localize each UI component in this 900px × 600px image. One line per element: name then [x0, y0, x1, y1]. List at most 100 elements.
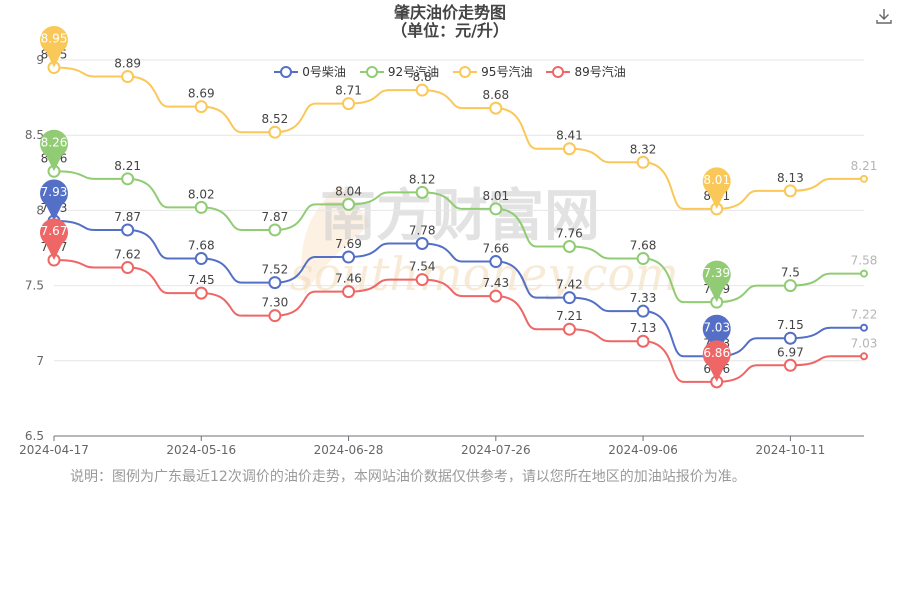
- data-point: [194, 252, 208, 266]
- data-label: 7.22: [851, 308, 878, 322]
- min-pin-4-label: 6.86: [703, 346, 730, 360]
- data-label: 8.68: [482, 88, 509, 102]
- legend-label: 89号汽油: [574, 65, 626, 79]
- data-label: 7.30: [262, 296, 289, 310]
- legend-swatch: [546, 65, 571, 78]
- data-point: [562, 239, 576, 253]
- series-line: [53, 219, 864, 358]
- data-point: [194, 200, 208, 214]
- min-pin-2-shape: [702, 260, 731, 303]
- max-pin-4: 7.67: [40, 218, 69, 261]
- data-point: [268, 223, 282, 237]
- data-point: [268, 309, 282, 323]
- data-point: [783, 358, 797, 372]
- x-tick-label: 2024-07-26: [461, 443, 531, 457]
- series-4: 7.677.627.457.307.467.547.437.217.136.86…: [41, 240, 878, 389]
- data-label: 8.01: [482, 189, 509, 203]
- data-label: 8.02: [188, 187, 215, 201]
- y-tick-label: 7.5: [25, 279, 44, 293]
- data-label: 8.12: [409, 172, 436, 186]
- legend-swatch: [453, 65, 478, 78]
- x-tick-label: 2024-04-17: [19, 443, 89, 457]
- max-pin-1-label: 7.93: [41, 185, 68, 199]
- min-pin-4-shape: [702, 340, 731, 382]
- legend-item-2[interactable]: 92号汽油: [359, 63, 440, 80]
- y-tick-label: 6.5: [25, 429, 44, 443]
- data-point: [489, 101, 503, 115]
- data-label: 7.78: [409, 223, 436, 237]
- chart-title-main: 肇庆油价走势图: [393, 3, 506, 22]
- data-label: 7.03: [851, 336, 878, 350]
- max-pin-2-shape: [40, 129, 69, 172]
- legend-item-1[interactable]: 0号柴油: [274, 63, 346, 80]
- data-point: [342, 97, 356, 111]
- series-line: [53, 66, 864, 210]
- data-label: 7.5: [781, 266, 800, 280]
- data-point: [860, 323, 868, 332]
- data-point: [121, 261, 135, 275]
- data-point: [562, 322, 576, 336]
- max-pin-3: 8.95: [40, 26, 69, 68]
- legend-label: 92号汽油: [387, 65, 440, 79]
- data-label: 8.8: [413, 70, 432, 84]
- data-label: 7.66: [482, 242, 509, 256]
- data-label: 7.76: [556, 226, 583, 240]
- data-label: 7.87: [114, 210, 141, 224]
- data-label: 7.68: [188, 239, 215, 253]
- data-label: 7.58: [851, 254, 878, 268]
- min-pin-1-label: 7.03: [703, 320, 730, 334]
- y-tick-label: 9: [36, 53, 44, 67]
- min-pin-3: 8.01: [702, 167, 731, 209]
- data-label: 7.69: [335, 237, 362, 251]
- download-icon[interactable]: [874, 6, 894, 26]
- data-label: 8.13: [777, 171, 804, 185]
- data-point: [860, 352, 868, 361]
- data-point: [860, 174, 868, 183]
- x-tick-label: 2024-06-28: [314, 443, 384, 457]
- data-point: [415, 83, 429, 97]
- data-point: [194, 100, 208, 114]
- data-point: [268, 276, 282, 290]
- data-label: 7.54: [409, 260, 436, 274]
- legend-swatch: [359, 65, 384, 78]
- data-point: [489, 289, 503, 303]
- x-tick-label: 2024-10-11: [755, 443, 825, 457]
- series-3: 8.958.898.698.528.718.88.688.418.328.018…: [41, 48, 878, 216]
- y-tick-label: 7: [36, 354, 44, 368]
- data-point: [860, 269, 868, 278]
- min-pin-3-shape: [702, 167, 731, 209]
- min-pin-2-label: 7.39: [703, 266, 730, 280]
- data-label: 8.21: [851, 159, 878, 173]
- legend-item-3[interactable]: 95号汽油: [453, 63, 532, 80]
- series-line: [53, 259, 864, 383]
- legend-item-4[interactable]: 89号汽油: [546, 63, 626, 80]
- data-point: [636, 252, 650, 266]
- max-pin-3-shape: [40, 26, 69, 68]
- data-label: 7.42: [556, 278, 583, 292]
- data-label: 7.45: [188, 273, 215, 287]
- data-point: [342, 285, 356, 299]
- y-tick-label: 8.5: [25, 128, 44, 142]
- data-label: 7.43: [482, 276, 509, 290]
- data-point: [194, 286, 208, 300]
- data-point: [783, 279, 797, 293]
- max-pin-2-label: 8.26: [41, 135, 68, 149]
- data-point: [121, 70, 135, 84]
- data-label: 7.33: [630, 291, 657, 305]
- data-label: 7.52: [262, 263, 289, 277]
- x-tick-label: 2024-09-06: [608, 443, 678, 457]
- data-label: 8.21: [114, 159, 141, 173]
- data-label: 8.04: [335, 184, 362, 198]
- data-point: [415, 273, 429, 287]
- x-tick-label: 2024-05-16: [166, 443, 236, 457]
- data-point: [121, 223, 135, 237]
- data-point: [636, 334, 650, 348]
- data-label: 6.97: [777, 345, 804, 359]
- max-pin-1: 7.93: [40, 179, 69, 221]
- data-label: 7.21: [556, 309, 583, 323]
- data-label: 7.15: [777, 318, 804, 332]
- data-label: 8.41: [556, 129, 583, 143]
- data-point: [342, 197, 356, 211]
- min-pin-1: 7.03: [702, 314, 731, 357]
